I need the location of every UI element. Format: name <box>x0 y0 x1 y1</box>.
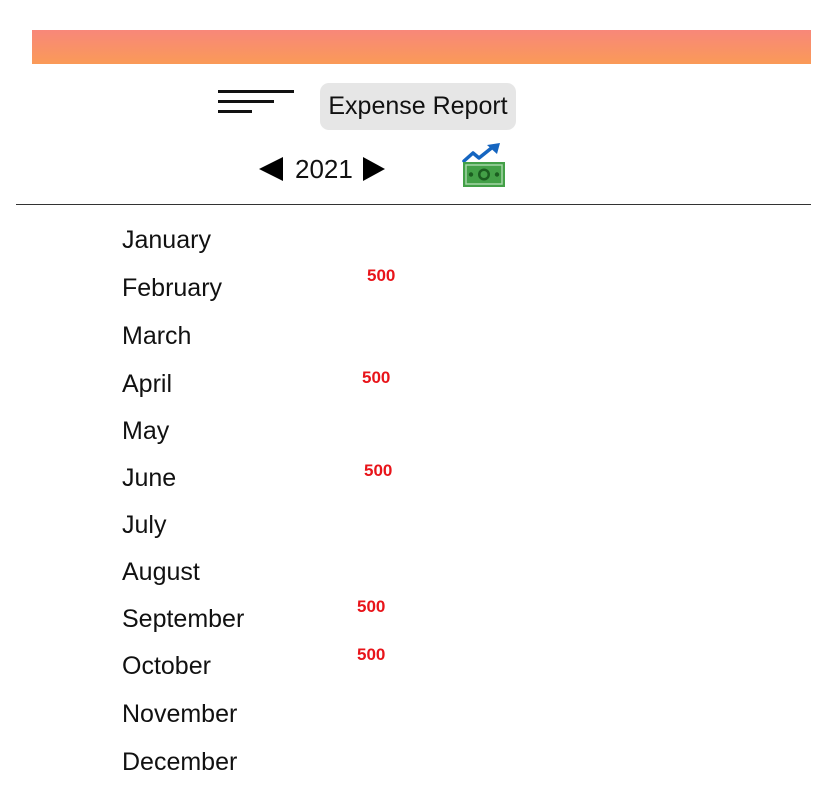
month-row-september[interactable]: September 500 <box>0 597 835 639</box>
month-amount: 500 <box>357 645 386 664</box>
month-name: June <box>122 464 177 492</box>
month-name: October <box>122 652 211 680</box>
header-divider <box>16 204 811 205</box>
year-label: 2021 <box>295 154 353 184</box>
month-row-june[interactable]: June 500 <box>0 458 835 498</box>
month-name: August <box>122 558 200 586</box>
month-name: November <box>122 700 238 728</box>
month-amount: 500 <box>357 597 386 616</box>
month-amount: 500 <box>364 461 393 480</box>
expense-report-button[interactable]: Expense Report <box>320 83 516 130</box>
month-row-july[interactable]: July <box>0 505 835 545</box>
year-navigator: 2021 <box>259 149 385 189</box>
menu-line <box>218 90 294 93</box>
month-name: January <box>122 226 211 254</box>
month-name: May <box>122 417 170 445</box>
month-row-april[interactable]: April 500 <box>0 364 835 404</box>
month-name: February <box>122 274 223 302</box>
header-gradient-bar <box>32 30 811 64</box>
month-name: July <box>122 511 167 539</box>
month-name: March <box>122 322 192 350</box>
month-row-august[interactable]: August <box>0 552 835 592</box>
month-amount: 500 <box>367 266 396 285</box>
menu-line <box>218 100 274 103</box>
hamburger-menu-icon[interactable] <box>218 90 294 116</box>
month-row-march[interactable]: March <box>0 316 835 356</box>
month-name: September <box>122 605 245 633</box>
month-row-may[interactable]: May <box>0 411 835 451</box>
month-name: December <box>122 748 238 776</box>
triangle-left-icon[interactable] <box>259 157 283 181</box>
month-row-february[interactable]: February 500 <box>0 266 835 308</box>
month-row-january[interactable]: January <box>0 220 835 260</box>
month-row-december[interactable]: December <box>0 742 835 782</box>
month-name: April <box>122 370 173 398</box>
month-amount: 500 <box>362 368 391 387</box>
money-chart-icon[interactable] <box>461 143 507 189</box>
month-row-november[interactable]: November <box>0 694 835 734</box>
month-row-october[interactable]: October 500 <box>0 645 835 686</box>
menu-line <box>218 110 252 113</box>
triangle-right-icon[interactable] <box>362 157 385 181</box>
